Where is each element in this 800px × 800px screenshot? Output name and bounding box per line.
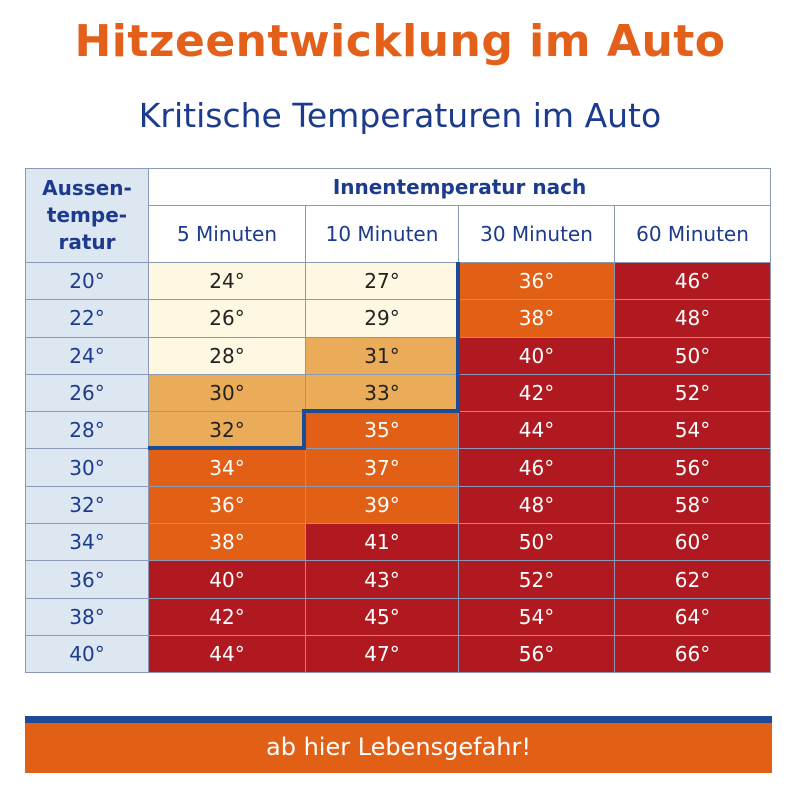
column-header-60min: 60 Minuten [613,205,772,263]
inside-temp-cell: 30° [148,373,306,413]
table-row: 32° 36° 39° 48° 58° [25,485,772,525]
outside-temp-cell: 36° [25,560,149,599]
inside-temp-cell: 54° [613,411,772,450]
inside-temp-cell: 33° [305,373,459,413]
inside-temp-cell: 28° [148,336,306,375]
outside-temp-cell: 40° [25,634,149,674]
inside-temp-cell: 24° [148,261,306,301]
inside-temp-cell: 50° [458,523,615,562]
inside-temp-cell: 37° [305,448,459,487]
inside-temp-cell: 48° [458,485,615,525]
threshold-line-h1 [303,409,460,413]
danger-legend: ab hier Lebensgefahr! [25,723,772,773]
column-header-30min: 30 Minuten [458,205,615,263]
inside-temp-cell: 32° [148,411,306,450]
outside-temp-cell: 34° [25,523,149,562]
inside-temp-cell: 41° [305,523,459,562]
outside-temp-cell: 38° [25,597,149,636]
inside-temp-cell: 52° [613,373,772,413]
inside-temp-cell: 34° [148,448,306,487]
inside-temp-cell: 46° [613,261,772,301]
inside-temp-cell: 54° [458,597,615,636]
table-row: 34° 38° 41° 50° 60° [25,523,772,562]
column-header-10min: 10 Minuten [305,205,459,263]
threshold-line-v2 [302,409,306,450]
inside-temp-cell: 46° [458,448,615,487]
outside-temp-cell: 24° [25,336,149,375]
inside-temp-cell: 52° [458,560,615,599]
inside-temp-cell: 44° [458,411,615,450]
inside-temp-cell: 62° [613,560,772,599]
outside-temp-cell: 30° [25,448,149,487]
inside-temp-cell: 38° [458,299,615,338]
outside-temp-cell: 32° [25,485,149,525]
table-row: 40° 44° 47° 56° 66° [25,634,772,674]
table-row: 20° 24° 27° 36° 46° [25,261,772,301]
inside-temp-cell: 56° [458,634,615,674]
inside-temp-cell: 58° [613,485,772,525]
inside-temp-cell: 42° [458,373,615,413]
table-row: 24° 28° 31° 40° 50° [25,336,772,375]
table-row: 22° 26° 29° 38° 48° [25,299,772,338]
inside-temp-cell: 40° [148,560,306,599]
inside-temp-cell: 29° [305,299,459,338]
table-row: 26° 30° 33° 42° 52° [25,373,772,413]
outside-temp-header: Aussen- tempe- ratur [25,168,149,263]
inside-temp-cell: 64° [613,597,772,636]
outside-temp-cell: 22° [25,299,149,338]
temperature-table: Aussen- tempe- ratur Innentemperatur nac… [25,168,772,674]
inside-temp-cell: 44° [148,634,306,674]
outside-temp-cell: 26° [25,373,149,413]
inside-temp-cell: 48° [613,299,772,338]
table-row: 36° 40° 43° 52° 62° [25,560,772,599]
inside-temp-cell: 39° [305,485,459,525]
inside-temp-cell: 47° [305,634,459,674]
inside-temp-cell: 36° [148,485,306,525]
page-title: Hitzeentwicklung im Auto [74,16,726,67]
table-row: 30° 34° 37° 46° 56° [25,448,772,487]
threshold-line-h2 [148,446,306,450]
inside-temp-cell: 60° [613,523,772,562]
column-header-5min: 5 Minuten [148,205,306,263]
table-row: 38° 42° 45° 54° 64° [25,597,772,636]
inside-temp-cell: 38° [148,523,306,562]
outside-temp-cell: 20° [25,261,149,301]
inside-temp-cell: 66° [613,634,772,674]
inside-temp-group-header: Innentemperatur nach [147,168,772,206]
inside-temp-cell: 26° [148,299,306,338]
inside-temp-cell: 27° [305,261,459,301]
inside-temp-cell: 40° [458,336,615,375]
danger-legend-stripe [25,716,772,723]
threshold-line-v1 [456,262,460,412]
inside-temp-cell: 43° [305,560,459,599]
outside-temp-cell: 28° [25,411,149,450]
inside-temp-cell: 50° [613,336,772,375]
inside-temp-cell: 36° [458,261,615,301]
inside-temp-cell: 45° [305,597,459,636]
inside-temp-cell: 35° [305,411,459,450]
page-subtitle: Kritische Temperaturen im Auto [138,96,662,135]
inside-temp-cell: 56° [613,448,772,487]
table-row: 28° 32° 35° 44° 54° [25,411,772,450]
inside-temp-cell: 31° [305,336,459,375]
inside-temp-cell: 42° [148,597,306,636]
